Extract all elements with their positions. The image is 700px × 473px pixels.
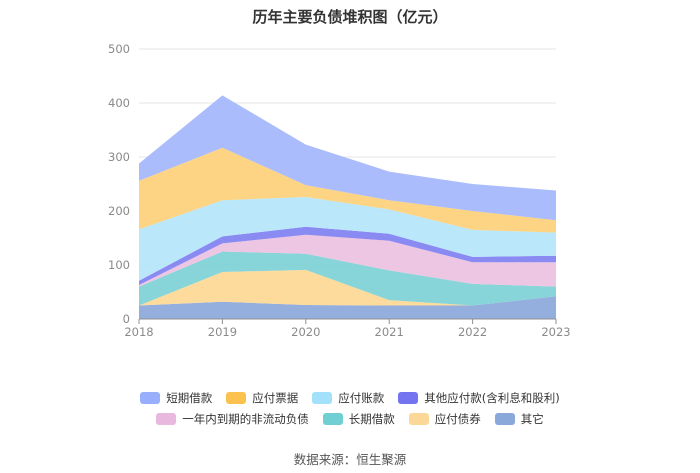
legend-swatch <box>398 392 419 404</box>
legend-label: 应付票据 <box>252 391 299 405</box>
y-tick-label: 200 <box>108 204 130 218</box>
legend-item[interactable]: 一年内到期的非流动负债 <box>156 411 309 427</box>
legend-swatch <box>140 392 161 404</box>
legend-label: 短期借款 <box>166 391 213 405</box>
legend-item[interactable]: 长期借款 <box>322 411 395 427</box>
axes: 0 100 200 300 400 500 2018 2019 2020 2021 2022 2023 <box>108 42 571 339</box>
area-series-layer <box>139 95 556 319</box>
legend-item[interactable]: 其它 <box>494 411 544 427</box>
legend-swatch <box>408 413 429 425</box>
legend-swatch <box>226 392 247 404</box>
legend-label: 应付债券 <box>434 412 481 426</box>
area-series-1 <box>139 296 556 319</box>
legend-item[interactable]: 其他应付款(含利息和股利) <box>398 390 560 406</box>
x-tick-label: 2019 <box>208 325 237 339</box>
x-tick-label: 2020 <box>291 325 320 339</box>
x-tick-label: 2018 <box>124 325 153 339</box>
y-tick-label: 300 <box>108 150 130 164</box>
area-series-6 <box>139 197 556 281</box>
legend-row-2: 一年内到期的非流动负债 长期借款 应付债券 其它 <box>0 411 700 427</box>
legend-label: 其它 <box>520 412 544 426</box>
legend-label: 其他应付款(含利息和股利) <box>424 391 560 405</box>
legend-item[interactable]: 应付票据 <box>226 390 298 406</box>
chart-title: 历年主要负债堆积图（亿元） <box>252 8 448 26</box>
legend-swatch <box>156 413 177 425</box>
x-tick-label: 2021 <box>375 325 404 339</box>
legend-row-1: 短期借款 应付票据 应付账款 其他应付款(含利息和股利) <box>0 390 700 406</box>
y-tick-label: 500 <box>108 42 130 56</box>
legend-label: 一年内到期的非流动负债 <box>182 412 309 426</box>
y-tick-label: 100 <box>108 258 130 272</box>
legend-label: 长期借款 <box>348 412 395 426</box>
area-series-4 <box>139 234 556 287</box>
legend-swatch <box>322 413 343 425</box>
legend-item[interactable]: 应付债券 <box>408 411 481 427</box>
legend-item[interactable]: 短期借款 <box>140 390 212 406</box>
area-series-8 <box>139 95 556 221</box>
x-tick-label: 2022 <box>458 325 487 339</box>
legend-item[interactable]: 应付账款 <box>312 390 384 406</box>
area-series-3 <box>139 251 556 306</box>
area-series-2 <box>139 269 556 306</box>
source-note: 数据来源：恒生聚源 <box>293 452 407 467</box>
legend-swatch <box>494 413 515 425</box>
y-tick-label: 0 <box>123 312 130 326</box>
x-tick-label: 2023 <box>541 325 570 339</box>
y-tick-label: 400 <box>108 96 130 110</box>
legend-swatch <box>312 392 333 404</box>
area-series-7 <box>139 147 556 233</box>
legend-label: 应付账款 <box>338 391 385 405</box>
